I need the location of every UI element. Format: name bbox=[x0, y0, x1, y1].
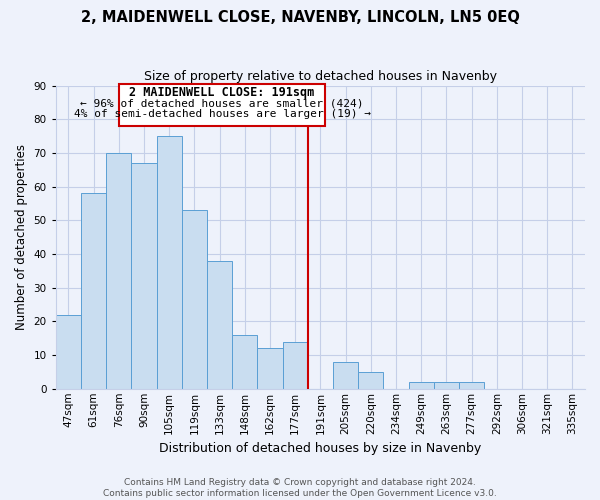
Bar bbox=[434, 382, 459, 389]
Text: 2 MAIDENWELL CLOSE: 191sqm: 2 MAIDENWELL CLOSE: 191sqm bbox=[130, 86, 314, 99]
Bar bbox=[207, 260, 232, 389]
Text: ← 96% of detached houses are smaller (424): ← 96% of detached houses are smaller (42… bbox=[80, 98, 364, 108]
Bar bbox=[106, 153, 131, 389]
Title: Size of property relative to detached houses in Navenby: Size of property relative to detached ho… bbox=[144, 70, 497, 83]
Text: 2, MAIDENWELL CLOSE, NAVENBY, LINCOLN, LN5 0EQ: 2, MAIDENWELL CLOSE, NAVENBY, LINCOLN, L… bbox=[80, 10, 520, 25]
Bar bbox=[157, 136, 182, 389]
Bar bbox=[358, 372, 383, 389]
FancyBboxPatch shape bbox=[119, 84, 325, 126]
Bar bbox=[182, 210, 207, 389]
X-axis label: Distribution of detached houses by size in Navenby: Distribution of detached houses by size … bbox=[159, 442, 481, 455]
Bar bbox=[333, 362, 358, 389]
Text: Contains HM Land Registry data © Crown copyright and database right 2024.
Contai: Contains HM Land Registry data © Crown c… bbox=[103, 478, 497, 498]
Bar bbox=[409, 382, 434, 389]
Text: 4% of semi-detached houses are larger (19) →: 4% of semi-detached houses are larger (1… bbox=[74, 109, 371, 119]
Bar bbox=[257, 348, 283, 389]
Bar bbox=[232, 335, 257, 389]
Bar bbox=[131, 163, 157, 389]
Bar bbox=[81, 194, 106, 389]
Bar bbox=[56, 314, 81, 389]
Bar bbox=[283, 342, 308, 389]
Y-axis label: Number of detached properties: Number of detached properties bbox=[15, 144, 28, 330]
Bar bbox=[459, 382, 484, 389]
